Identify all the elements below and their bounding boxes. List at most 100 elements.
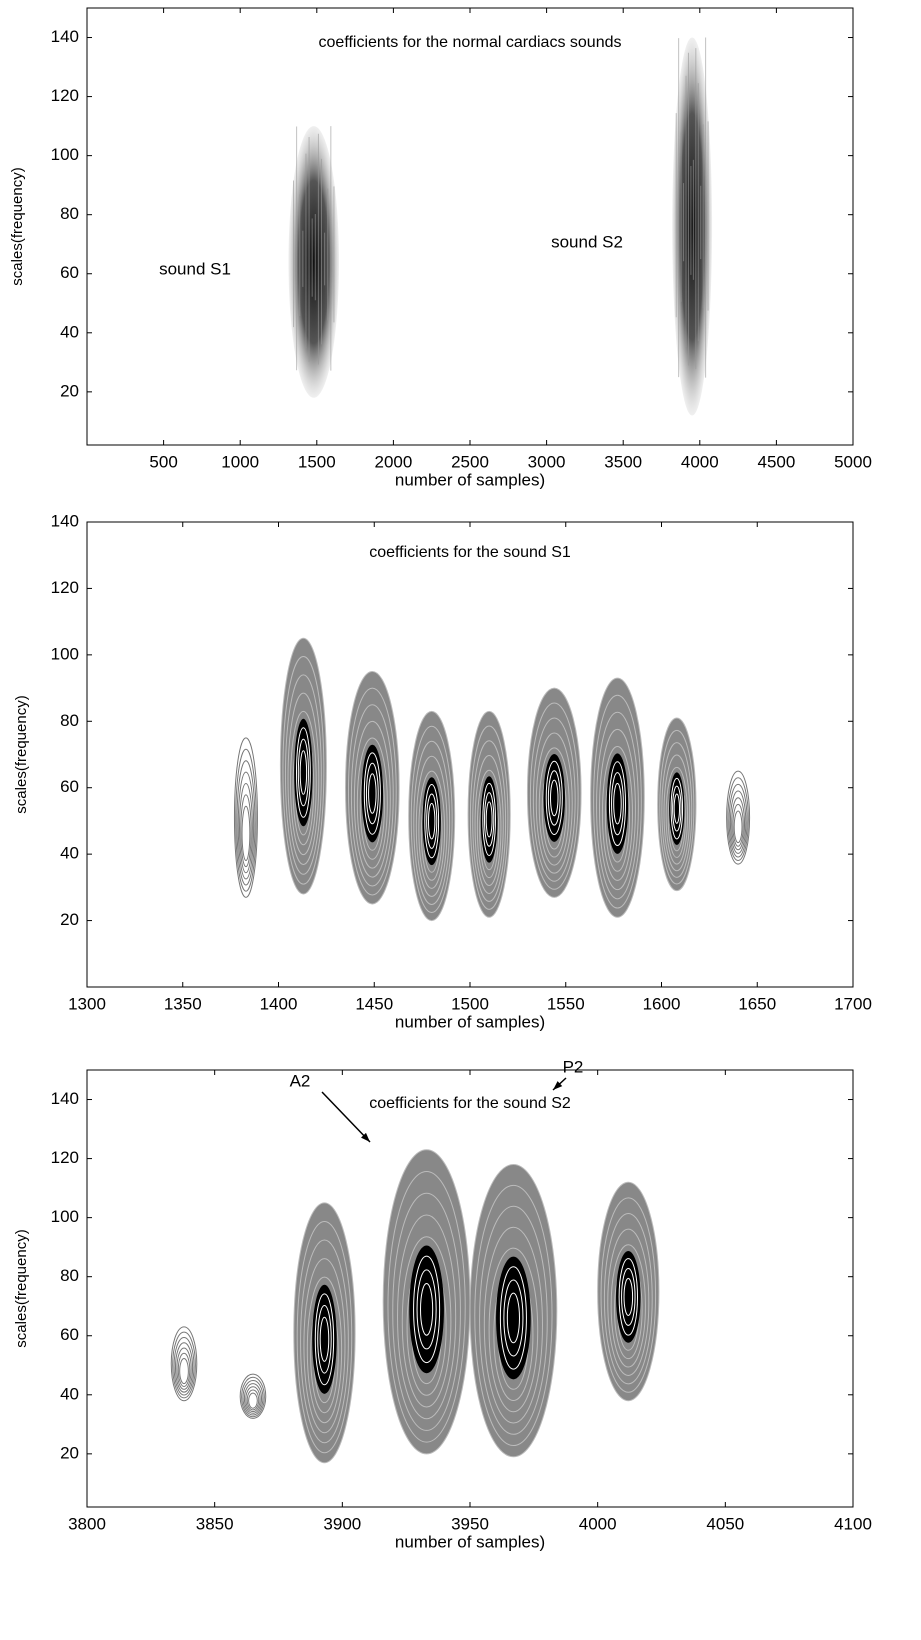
contour-ring: [593, 694, 642, 909]
x-tick-label: 3850: [196, 1514, 234, 1533]
x-tick-label: 1650: [738, 994, 776, 1013]
x-tick-label: 1350: [164, 994, 202, 1013]
contour-ring: [397, 1214, 457, 1420]
contour-ring: [474, 754, 504, 894]
contour-ring: [239, 1373, 267, 1419]
contour-ring: [733, 810, 743, 844]
contour-region: [467, 710, 511, 918]
contour-ring: [499, 1266, 527, 1370]
contour-ring: [728, 783, 748, 858]
contour-ring: [287, 692, 320, 865]
contour-ring: [319, 1316, 330, 1362]
contour-ring: [659, 729, 695, 885]
contour-ring: [613, 782, 622, 825]
x-tick-label: 1500: [451, 994, 489, 1013]
plot-frame: [86, 521, 854, 988]
contour-ring: [241, 1376, 265, 1418]
contour-ring: [368, 773, 377, 814]
y-tick-label: 120: [51, 578, 79, 597]
contour-ring: [726, 770, 751, 865]
contour-ring: [410, 725, 453, 914]
contour-region: [293, 1202, 356, 1464]
contour-region: [657, 717, 697, 892]
contour-region: [345, 670, 400, 905]
contour-ring: [350, 704, 394, 887]
contour-ring: [347, 687, 397, 896]
contour-ring: [550, 779, 559, 817]
contour-core: [606, 753, 629, 854]
contour-ring: [467, 710, 511, 918]
contour-ring: [387, 1170, 466, 1443]
x-tick-label: 5000: [834, 452, 872, 471]
contour-ring: [673, 793, 681, 824]
contour-ring: [296, 727, 311, 818]
contour-ring: [173, 1336, 195, 1396]
x-tick-label: 3950: [451, 1514, 489, 1533]
contour-ring: [233, 737, 258, 898]
contour-ring: [420, 1283, 434, 1336]
x-axis-label: number of samples): [395, 1012, 545, 1031]
contour-ring: [245, 1386, 261, 1413]
contour-core: [669, 772, 685, 845]
contour-ring: [665, 766, 689, 865]
contour-ring: [598, 728, 636, 891]
contour-ring: [424, 784, 440, 859]
contour-region: [239, 1373, 267, 1419]
contour-ring: [239, 782, 253, 874]
contour-ring: [621, 1268, 636, 1326]
contour-ring: [670, 777, 684, 840]
x-tick-label: 4100: [834, 1514, 872, 1533]
coefficient-cluster: [288, 126, 340, 398]
coefficient-cluster: [672, 37, 713, 416]
contour-ring: [672, 785, 682, 832]
y-axis-label: scales(frequency): [9, 167, 26, 285]
contour-core: [361, 744, 384, 843]
x-tick-label: 4000: [579, 1514, 617, 1533]
contour-ring: [427, 802, 436, 840]
x-tick-label: 4500: [757, 452, 795, 471]
y-tick-label: 20: [60, 910, 79, 929]
contour-ring: [474, 1184, 553, 1447]
y-tick-label: 60: [60, 777, 79, 796]
x-tick-label: 1300: [68, 994, 106, 1013]
y-tick-label: 60: [60, 263, 79, 282]
contour-ring: [596, 711, 639, 900]
contour-ring: [506, 1292, 520, 1344]
y-tick-label: 120: [51, 86, 79, 105]
contour-core: [496, 1256, 531, 1380]
plot-frame: [86, 7, 854, 446]
contour-ring: [547, 770, 561, 826]
contour-ring: [484, 792, 495, 847]
y-tick-label: 80: [60, 711, 79, 730]
x-tick-label: 3000: [528, 452, 566, 471]
contour-core: [616, 1251, 641, 1343]
contour-ring: [279, 637, 327, 895]
contour-ring: [415, 755, 448, 897]
x-tick-label: 1000: [221, 452, 259, 471]
contour-ring: [426, 793, 438, 849]
contour-ring: [299, 750, 308, 795]
y-tick-label: 80: [60, 204, 79, 223]
contour-ring: [418, 770, 446, 889]
contour-ring: [314, 1293, 335, 1386]
contour-region: [726, 770, 751, 865]
contour-region: [590, 677, 645, 918]
annotation: A2: [290, 1071, 311, 1090]
contour-ring: [174, 1342, 194, 1393]
contour-ring: [235, 748, 257, 892]
contour-ring: [469, 725, 509, 910]
contour-core: [294, 718, 313, 827]
contour-ring: [538, 747, 570, 866]
contour-ring: [469, 1163, 558, 1458]
contour-ring: [532, 717, 576, 882]
contour-ring: [483, 1226, 543, 1424]
contour-region: [408, 710, 456, 922]
contour-ring: [729, 790, 747, 854]
x-tick-label: 4050: [706, 1514, 744, 1533]
contour-region: [233, 737, 258, 898]
contour-ring: [597, 1181, 660, 1402]
x-axis-label: number of samples): [395, 470, 545, 489]
arrow-head: [361, 1132, 370, 1142]
